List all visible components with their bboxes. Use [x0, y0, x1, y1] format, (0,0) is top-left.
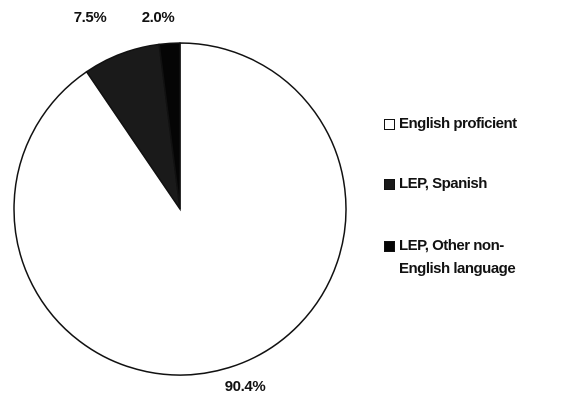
legend-swatch — [384, 179, 395, 190]
legend-item: LEP, Spanish — [384, 175, 539, 195]
legend-swatch — [384, 119, 395, 130]
data-label: 7.5% — [74, 9, 107, 26]
data-label: 2.0% — [142, 9, 175, 26]
legend-label: LEP, Spanish — [399, 175, 487, 192]
pie-slice — [158, 42, 181, 210]
legend-label: English proficient — [399, 115, 517, 132]
legend-item: English proficient — [384, 115, 539, 135]
pie-slice — [13, 42, 347, 376]
legend-item: LEP, Other non-English language — [384, 237, 539, 280]
data-label: 90.4% — [225, 378, 266, 395]
legend-swatch — [384, 241, 395, 252]
legend-label: LEP, Other non-English language — [399, 237, 516, 277]
